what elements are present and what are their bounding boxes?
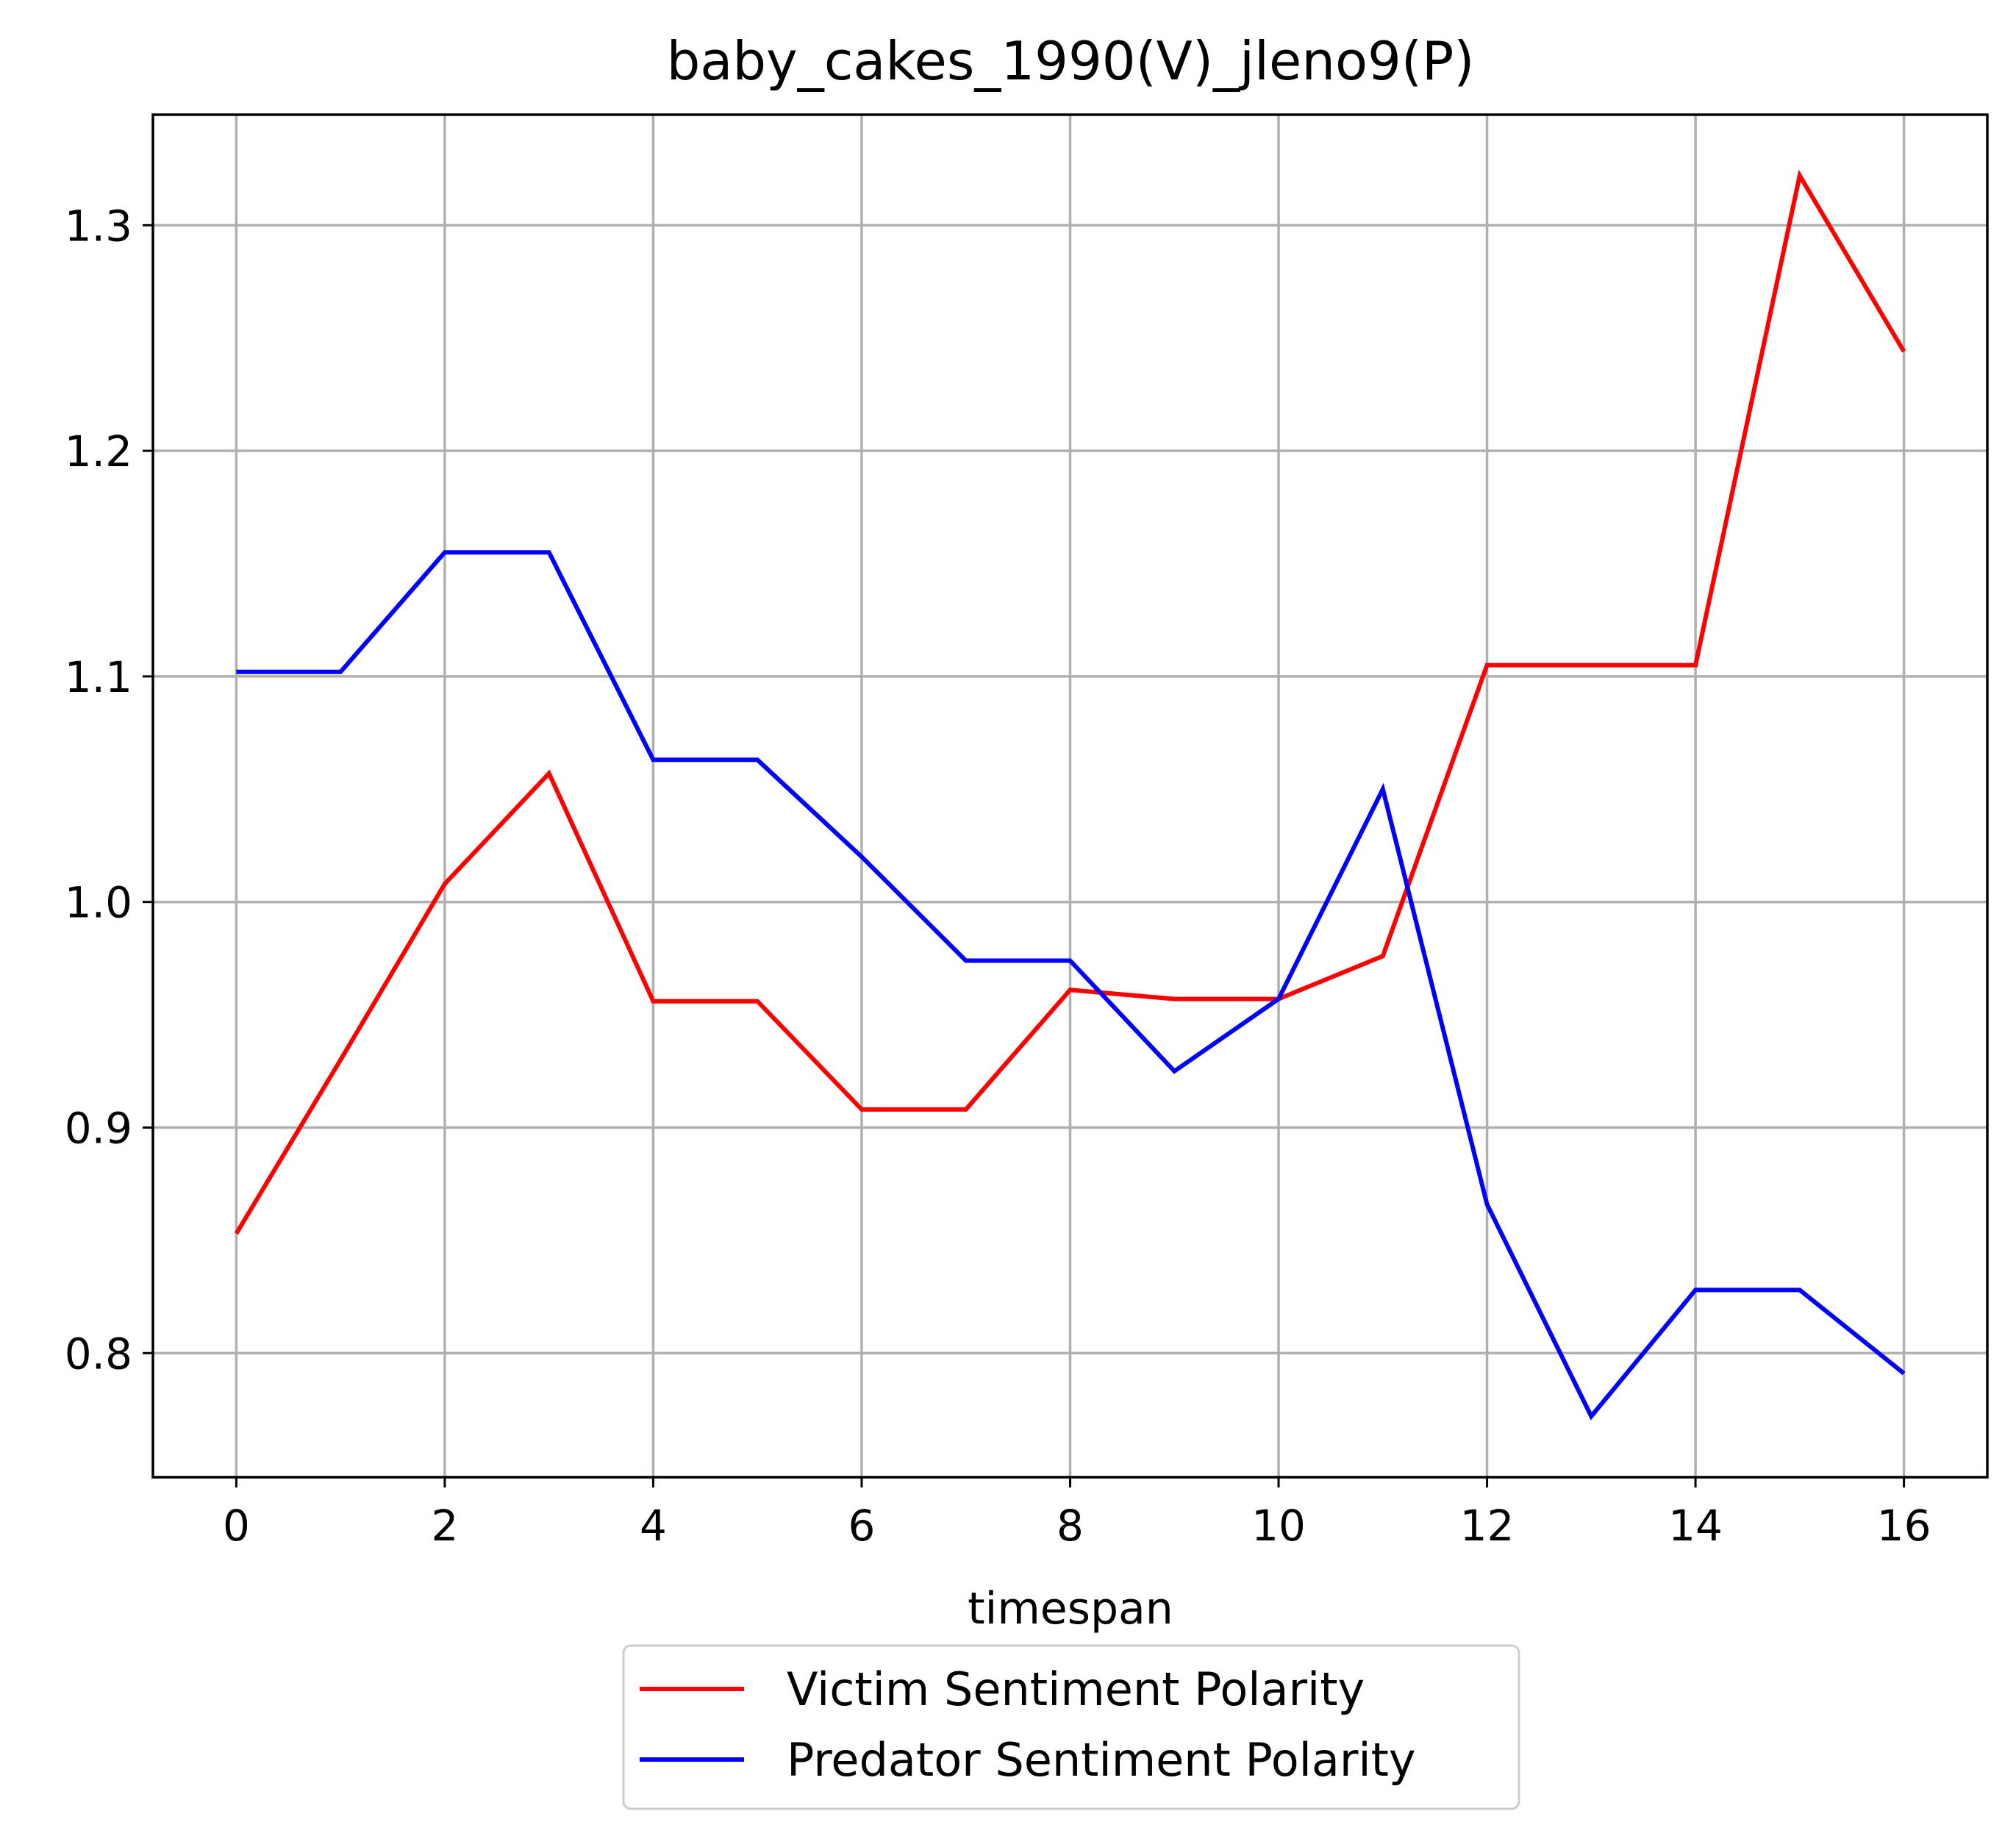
y-tick-label: 0.8	[65, 1329, 132, 1379]
y-tick-label: 0.9	[65, 1103, 132, 1153]
x-axis-label: timespan	[968, 1583, 1173, 1635]
x-tick-label: 16	[1877, 1501, 1931, 1551]
y-tick-label: 1.2	[65, 426, 132, 476]
predator-sentiment-line	[236, 550, 1906, 1421]
series-lines	[234, 169, 1906, 1421]
victim-sentiment-line	[234, 169, 1906, 1235]
y-axis: 0.8 0.9 1.0 1.1 1.2 1.3	[65, 201, 153, 1379]
legend-box	[622, 1644, 1520, 1810]
x-tick-label: 0	[223, 1501, 250, 1551]
x-tick-label: 12	[1460, 1501, 1515, 1551]
y-tick-label: 1.0	[65, 878, 132, 928]
legend: Victim Sentiment Polarity Predator Senti…	[622, 1644, 1520, 1810]
x-tick-label: 2	[431, 1501, 458, 1551]
legend-label-victim: Victim Sentiment Polarity	[787, 1662, 1365, 1716]
x-tick-label: 10	[1251, 1501, 1306, 1551]
chart-title: baby_cakes_1990(V)_jleno9(P)	[667, 30, 1475, 92]
x-tick-label: 4	[640, 1501, 667, 1551]
grid-lines	[153, 115, 1987, 1477]
x-tick-label: 14	[1668, 1501, 1723, 1551]
x-axis: 0 2 4 6 8 10 12 14 16	[223, 1477, 1931, 1551]
y-tick-label: 1.3	[65, 201, 132, 251]
y-tick-label: 1.1	[65, 652, 132, 702]
x-tick-label: 6	[848, 1501, 876, 1551]
x-tick-label: 8	[1057, 1501, 1084, 1551]
legend-label-predator: Predator Sentiment Polarity	[787, 1733, 1416, 1787]
